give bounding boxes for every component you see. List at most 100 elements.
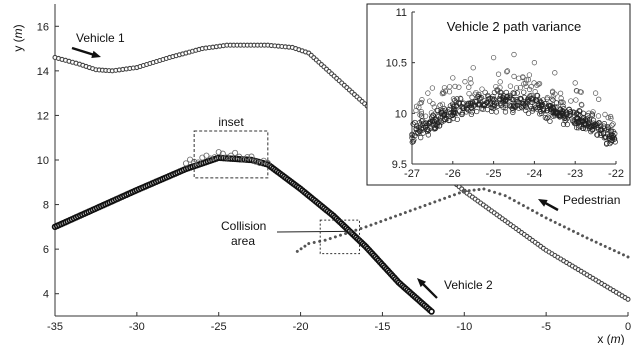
data-point [524, 99, 531, 105]
data-point [513, 85, 520, 91]
data-point [453, 99, 459, 105]
data-point [502, 98, 508, 104]
data-point [472, 91, 478, 97]
data-point [558, 95, 564, 101]
data-point [517, 201, 521, 205]
data-point [468, 111, 475, 118]
data-point [466, 90, 472, 97]
data-point [560, 99, 566, 106]
data-point [459, 105, 466, 111]
series-vehicle-2 [51, 154, 435, 315]
data-point [307, 242, 311, 246]
data-point [472, 188, 476, 192]
data-point [535, 104, 542, 111]
main-x-ticks: -35 -30 -25 -20 -15 -10 -5 0 [47, 312, 631, 333]
data-point [379, 219, 383, 224]
data-point [598, 127, 604, 133]
data-point [511, 51, 517, 58]
data-point [323, 238, 327, 242]
data-point [603, 141, 610, 147]
data-point [492, 99, 498, 106]
inset-y-ticks: 9.5 10 10.5 11 [386, 7, 415, 171]
data-point [580, 234, 585, 238]
data-point [574, 115, 581, 121]
data-point [430, 101, 436, 107]
data-point [544, 216, 548, 220]
data-point [264, 160, 271, 167]
data-point [470, 100, 476, 106]
data-point [432, 121, 439, 128]
data-point [439, 110, 446, 116]
data-point [544, 107, 551, 114]
data-point [195, 159, 202, 166]
data-point [590, 109, 596, 115]
data-point [495, 71, 502, 77]
data-point [536, 80, 543, 87]
data-point [595, 126, 602, 133]
inset-x-tick-label: -27 [404, 168, 420, 180]
data-point [528, 84, 534, 90]
data-point [485, 94, 491, 100]
data-point [498, 102, 504, 108]
vehicle1-direction-arrow [71, 46, 101, 58]
data-point [522, 103, 529, 109]
data-point [570, 109, 577, 115]
inset-y-tick-label: 10.5 [386, 58, 407, 70]
y-tick-label: 12 [37, 110, 49, 122]
data-point [607, 140, 613, 147]
data-point [452, 193, 457, 197]
data-point [417, 100, 423, 106]
data-point [413, 107, 419, 114]
data-point [470, 65, 476, 71]
data-point [516, 75, 522, 81]
data-point [534, 106, 540, 112]
data-point [422, 113, 429, 119]
data-point [393, 214, 398, 218]
data-point [215, 149, 222, 156]
data-point [572, 80, 578, 86]
data-point [211, 154, 218, 161]
inset-x-tick-label: -26 [445, 168, 461, 180]
data-point [338, 233, 343, 237]
data-point [344, 231, 348, 236]
data-point [525, 110, 532, 116]
inset-x-tick-label: -23 [567, 168, 583, 180]
data-point [203, 152, 210, 159]
data-point [427, 98, 433, 104]
data-point [434, 107, 440, 114]
y-tick-label: 10 [37, 155, 49, 167]
collision-leader-line [276, 230, 347, 233]
data-point [558, 223, 562, 227]
data-point [488, 104, 495, 110]
data-point [299, 247, 303, 251]
data-point [596, 96, 602, 102]
data-point [595, 113, 602, 119]
data-point [232, 149, 239, 156]
data-point [328, 237, 332, 241]
data-point [562, 225, 566, 229]
data-point [502, 109, 509, 115]
data-point [494, 103, 501, 109]
collision-label-line1: Collision [221, 219, 266, 233]
data-point [425, 90, 431, 96]
inset-plot: -27 -26 -25 -24 -23 -22 9.5 10 10.5 11 Vehicle 2… [366, 3, 631, 186]
data-point [608, 139, 614, 145]
data-point [295, 249, 299, 253]
data-point [450, 103, 457, 109]
data-point [418, 109, 425, 115]
data-point [601, 120, 608, 127]
data-point [416, 120, 423, 126]
data-point [403, 211, 407, 215]
data-point [508, 96, 515, 102]
collision-label-line2: area [231, 234, 255, 248]
x-tick-label: -35 [47, 321, 63, 333]
data-point [532, 89, 538, 95]
data-point [384, 218, 388, 222]
data-point [617, 251, 621, 255]
y-tick-label: 6 [43, 244, 49, 256]
data-point [549, 88, 556, 94]
data-point [592, 90, 599, 96]
data-point [467, 101, 473, 107]
data-point [526, 206, 530, 210]
data-point [454, 96, 460, 102]
